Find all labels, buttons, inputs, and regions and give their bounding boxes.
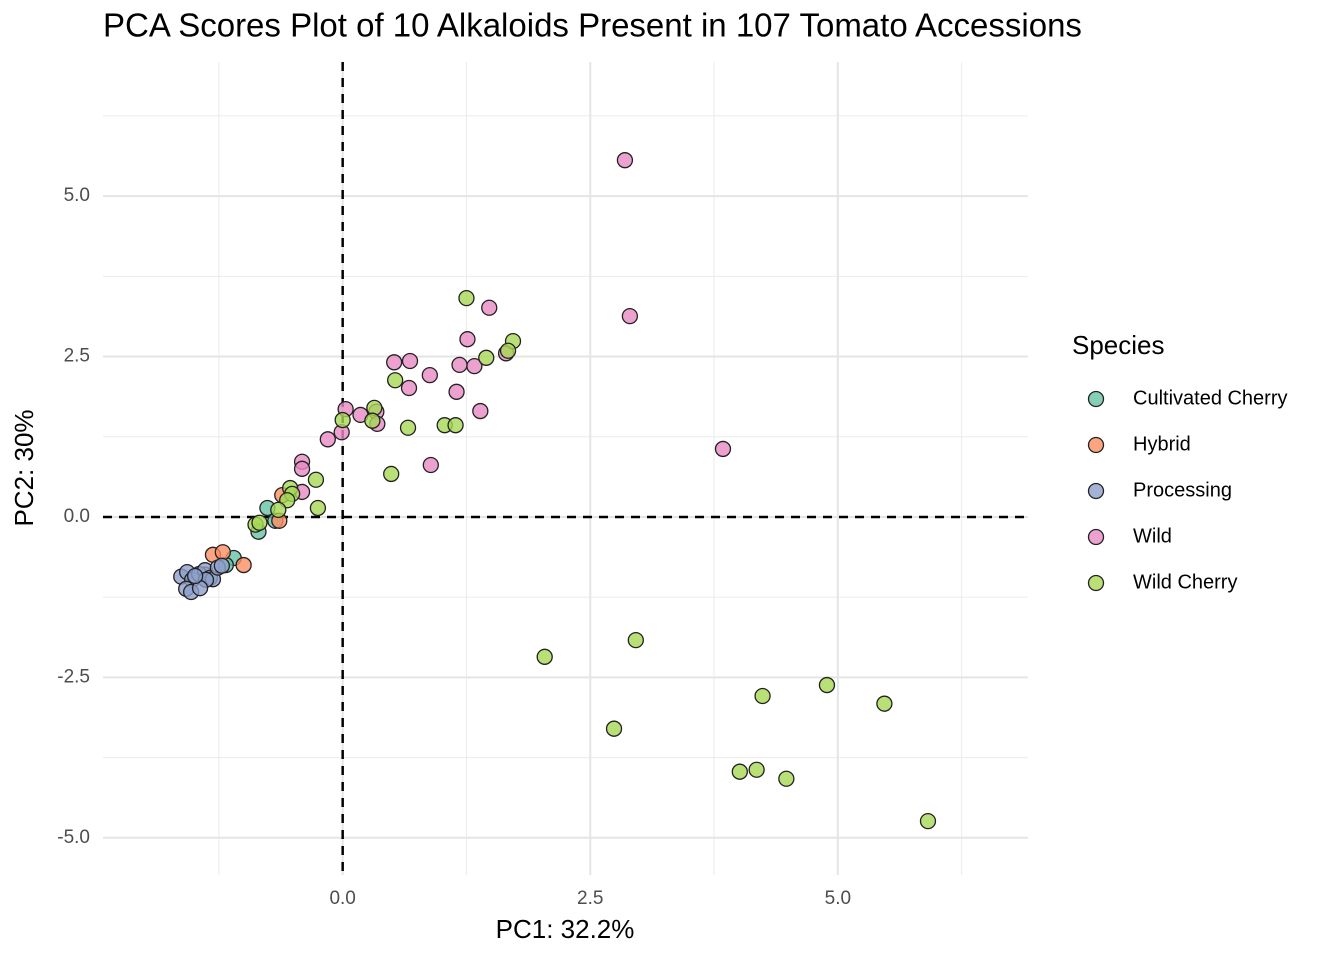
- point: [421, 366, 438, 384]
- point: [387, 372, 404, 389]
- point: [214, 544, 231, 561]
- series: [247, 289, 937, 830]
- point: [235, 556, 252, 574]
- point: [293, 460, 311, 477]
- legend-label: Processing: [1133, 479, 1232, 501]
- legend-label: Wild Cherry: [1133, 571, 1237, 593]
- legend-marker: [1087, 528, 1105, 546]
- point: [754, 687, 771, 705]
- point: [422, 456, 439, 474]
- point: [447, 417, 464, 434]
- legend-marker: [1087, 574, 1105, 592]
- series: [293, 152, 732, 501]
- point: [307, 471, 325, 488]
- point: [383, 465, 400, 483]
- y-tick-label: 2.5: [64, 346, 90, 367]
- point: [778, 770, 795, 787]
- point: [251, 514, 268, 531]
- legend-marker: [1087, 482, 1105, 500]
- point: [499, 342, 517, 359]
- y-tick-label: -2.5: [57, 666, 90, 687]
- point: [536, 648, 553, 665]
- x-tick-label: 5.0: [825, 888, 851, 909]
- x-tick-label: 2.5: [577, 888, 603, 909]
- legend-title: Species: [1072, 330, 1165, 360]
- point: [459, 331, 476, 348]
- legend-label: Wild: [1133, 525, 1172, 547]
- series: [173, 557, 230, 601]
- point: [481, 299, 498, 316]
- point: [451, 356, 468, 374]
- point: [627, 631, 644, 649]
- legend-label: Hybrid: [1133, 433, 1191, 455]
- point: [400, 379, 418, 397]
- point: [399, 419, 417, 436]
- point: [309, 499, 327, 517]
- point: [818, 676, 836, 694]
- point: [919, 812, 937, 830]
- grid: [103, 62, 1028, 875]
- point: [876, 695, 893, 712]
- chart-title: PCA Scores Plot of 10 Alkaloids Present …: [103, 7, 1082, 44]
- point: [448, 383, 465, 400]
- y-axis-title: PC2: 30%: [9, 409, 39, 526]
- point: [472, 402, 489, 420]
- point: [319, 431, 336, 448]
- point: [748, 761, 765, 778]
- point: [334, 411, 351, 429]
- point: [731, 763, 748, 780]
- x-tick-label: 0.0: [329, 888, 355, 909]
- y-tick-label: -5.0: [57, 827, 90, 848]
- point: [270, 501, 287, 519]
- point: [386, 354, 403, 371]
- legend-label: Cultivated Cherry: [1133, 387, 1288, 409]
- point: [714, 440, 732, 458]
- x-axis-title: PC1: 32.2%: [496, 914, 635, 944]
- point: [364, 412, 381, 429]
- legend-marker: [1087, 436, 1105, 454]
- point: [401, 352, 419, 370]
- point: [616, 152, 634, 169]
- point: [478, 349, 495, 366]
- point: [458, 289, 475, 307]
- point: [213, 557, 230, 574]
- point: [621, 307, 639, 325]
- point: [186, 567, 204, 585]
- point: [605, 720, 623, 737]
- legend-marker: [1087, 390, 1105, 408]
- y-tick-label: 0.0: [64, 506, 90, 527]
- y-tick-label: 5.0: [64, 185, 90, 206]
